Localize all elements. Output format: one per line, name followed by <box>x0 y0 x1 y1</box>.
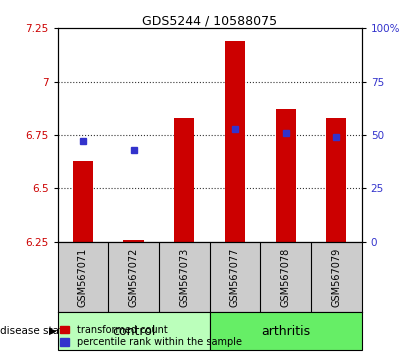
Text: GSM567071: GSM567071 <box>78 247 88 307</box>
Text: GSM567078: GSM567078 <box>281 247 291 307</box>
Bar <box>326 118 346 242</box>
Bar <box>58 312 210 350</box>
Text: GSM567072: GSM567072 <box>129 247 139 307</box>
Title: GDS5244 / 10588075: GDS5244 / 10588075 <box>142 14 277 27</box>
Legend: transformed count, percentile rank within the sample: transformed count, percentile rank withi… <box>58 323 244 349</box>
Text: GSM567073: GSM567073 <box>179 247 189 307</box>
Bar <box>210 312 362 350</box>
Text: GSM567079: GSM567079 <box>331 247 341 307</box>
Text: control: control <box>112 325 155 338</box>
Bar <box>174 118 194 242</box>
Text: disease state: disease state <box>0 326 70 336</box>
Bar <box>225 41 245 242</box>
Bar <box>73 161 93 242</box>
Bar <box>275 109 296 242</box>
Text: GSM567077: GSM567077 <box>230 247 240 307</box>
Text: arthritis: arthritis <box>261 325 310 338</box>
Bar <box>123 240 144 242</box>
Text: ▶: ▶ <box>48 326 56 336</box>
